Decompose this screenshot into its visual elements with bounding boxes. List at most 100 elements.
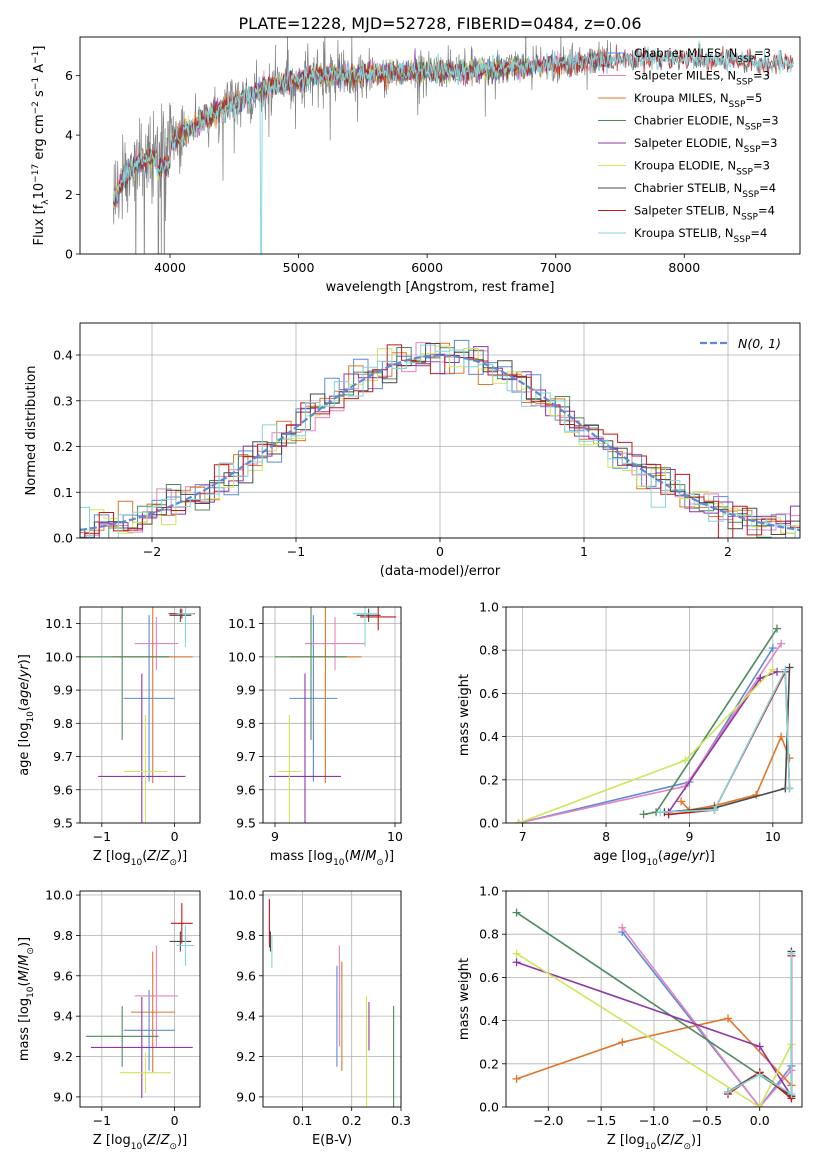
y-tick-label: 9.6 (53, 968, 73, 983)
label-part: (data-model)/error (380, 564, 501, 579)
y-axis-label: mass [log10(M/M⊙)] (17, 937, 36, 1061)
figure-title: PLATE=1228, MJD=52728, FIBERID=0484, z=0… (238, 14, 641, 33)
legend-entry: N(0, 1) (738, 336, 781, 351)
x-tick-label: 10 (765, 829, 781, 844)
y-tick-label: 0.4 (479, 1013, 499, 1028)
label-part: ( (17, 706, 32, 711)
y-tick-label: 9.9 (53, 683, 73, 698)
label-part: / (17, 965, 32, 970)
y-tick-label: 9.9 (236, 683, 256, 698)
label-part: / (17, 677, 32, 682)
y-tick-label: 9.8 (53, 716, 73, 731)
label-part: Z (160, 1133, 171, 1148)
label-part: / (687, 849, 692, 864)
legend-model: Salpeter ELODIE, N (634, 136, 744, 150)
ticks: −1 0 9.0 9.2 9.4 9.6 9.8 10.0 (45, 888, 178, 1128)
plot-area (268, 899, 395, 1107)
y-tick-label: 0.2 (479, 1056, 499, 1071)
label-part: mass [log (270, 849, 333, 864)
label-part: Flux [f (32, 204, 47, 245)
legend-entry: Chabrier STELIB, NSSP=4 (634, 181, 776, 200)
x-tick-label: 0.2 (342, 1113, 362, 1128)
axes-frame (262, 890, 402, 1108)
label-part: Z [log (93, 1133, 131, 1148)
label-part: / (670, 1133, 675, 1148)
y-tick-label: 9.5 (236, 816, 256, 831)
label-part: yr (691, 849, 707, 864)
x-tick-label: 0.1 (292, 1113, 312, 1128)
y-tick-label: 10.0 (228, 888, 256, 903)
x-tick-label: 9 (685, 829, 693, 844)
label-part: M (365, 849, 376, 864)
x-axis-label: Z [log10(Z/Z⊙)] (93, 1133, 187, 1152)
y-tick-label: 10.1 (228, 616, 256, 631)
y-axis-label: age [log10(age/yr)] (17, 654, 36, 776)
x-tick-label: 0.0 (750, 1113, 770, 1128)
ticks: 0.1 0.2 0.3 9.0 9.2 9.4 9.6 9.8 10.0 (228, 888, 411, 1128)
y-tick-label: 10.0 (45, 888, 73, 903)
y-tick-label: 9.6 (236, 968, 256, 983)
x-tick-label: −0.5 (692, 1113, 722, 1128)
x-tick-label: 4000 (154, 260, 186, 275)
label-part: −17 (31, 164, 41, 183)
label-part: age [log (17, 723, 32, 776)
legend-entry: Chabrier ELODIE, NSSP=3 (634, 114, 779, 133)
label-part: erg cm (32, 114, 47, 163)
residual-histogram-panel: −2 −1 0 1 2 0.0 0.1 0.2 0.3 0.4 N(0, 1) (data-model… (24, 322, 801, 579)
y-tick-label: 6 (65, 68, 73, 83)
plot-area (512, 908, 796, 1107)
weight-line (518, 647, 774, 823)
legend-nssp: =4 (750, 226, 767, 240)
legend-model: Kroupa MILES, N (634, 91, 729, 105)
weight-line (680, 734, 791, 811)
label-part: yr (17, 663, 32, 679)
label-part: Z [log (93, 849, 131, 864)
x-tick-label: −1.0 (639, 1113, 669, 1128)
weight-line (727, 953, 793, 1096)
y-tick-label: 1.0 (479, 884, 499, 899)
y-tick-label: 1.0 (479, 600, 499, 615)
y-tick-label: 9.4 (53, 1009, 73, 1024)
residual-histogram (80, 342, 800, 538)
axes-frame (79, 890, 201, 1108)
label-part: ( (17, 981, 32, 986)
label-part: )] (691, 1133, 701, 1148)
label-part: M (17, 955, 32, 966)
x-tick-label: 1 (580, 544, 588, 559)
legend-subscript: SSP (737, 55, 754, 65)
x-tick-label: −1.5 (586, 1113, 616, 1128)
mass-vs-metallicity-panel: −1 09.09.29.49.69.810.0Z [log10(Z/Z⊙)]mas… (17, 888, 201, 1152)
label-part: Z (660, 1133, 671, 1148)
y-tick-label: 0.6 (479, 970, 499, 985)
label-part: ( (142, 1133, 147, 1148)
residual-histogram (80, 344, 800, 538)
plot-area (80, 607, 195, 823)
label-part: wavelength [Angstrom, rest frame] (326, 280, 555, 295)
y-tick-label: 0.0 (479, 1100, 499, 1115)
weight-line (516, 911, 792, 1097)
legend-nssp: =5 (745, 91, 762, 105)
label-part: )] (17, 937, 32, 947)
label-part: / (361, 849, 366, 864)
y-tick-label: 9.6 (53, 782, 73, 797)
y-tick-label: 0.0 (479, 816, 499, 831)
y-tick-label: 0 (65, 247, 73, 262)
y-tick-label: 0.2 (479, 772, 499, 787)
legend-model: Chabrier STELIB, N (634, 181, 742, 195)
x-axis-label: age [log10(age/yr)] (593, 849, 715, 868)
label-part: λ (41, 199, 51, 205)
label-part: 10 (646, 858, 658, 868)
legend-entry: Kroupa ELODIE, NSSP=3 (634, 159, 770, 178)
label-part: 10 (32, 183, 47, 200)
label-part: )] (384, 849, 394, 864)
label-part: age (17, 682, 32, 706)
legend-entry: Kroupa MILES, NSSP=5 (634, 91, 762, 110)
label-part: / (156, 849, 161, 864)
x-tick-label: −1 (287, 544, 305, 559)
label-part: 10 (333, 858, 345, 868)
label-part: ⊙ (169, 858, 177, 868)
